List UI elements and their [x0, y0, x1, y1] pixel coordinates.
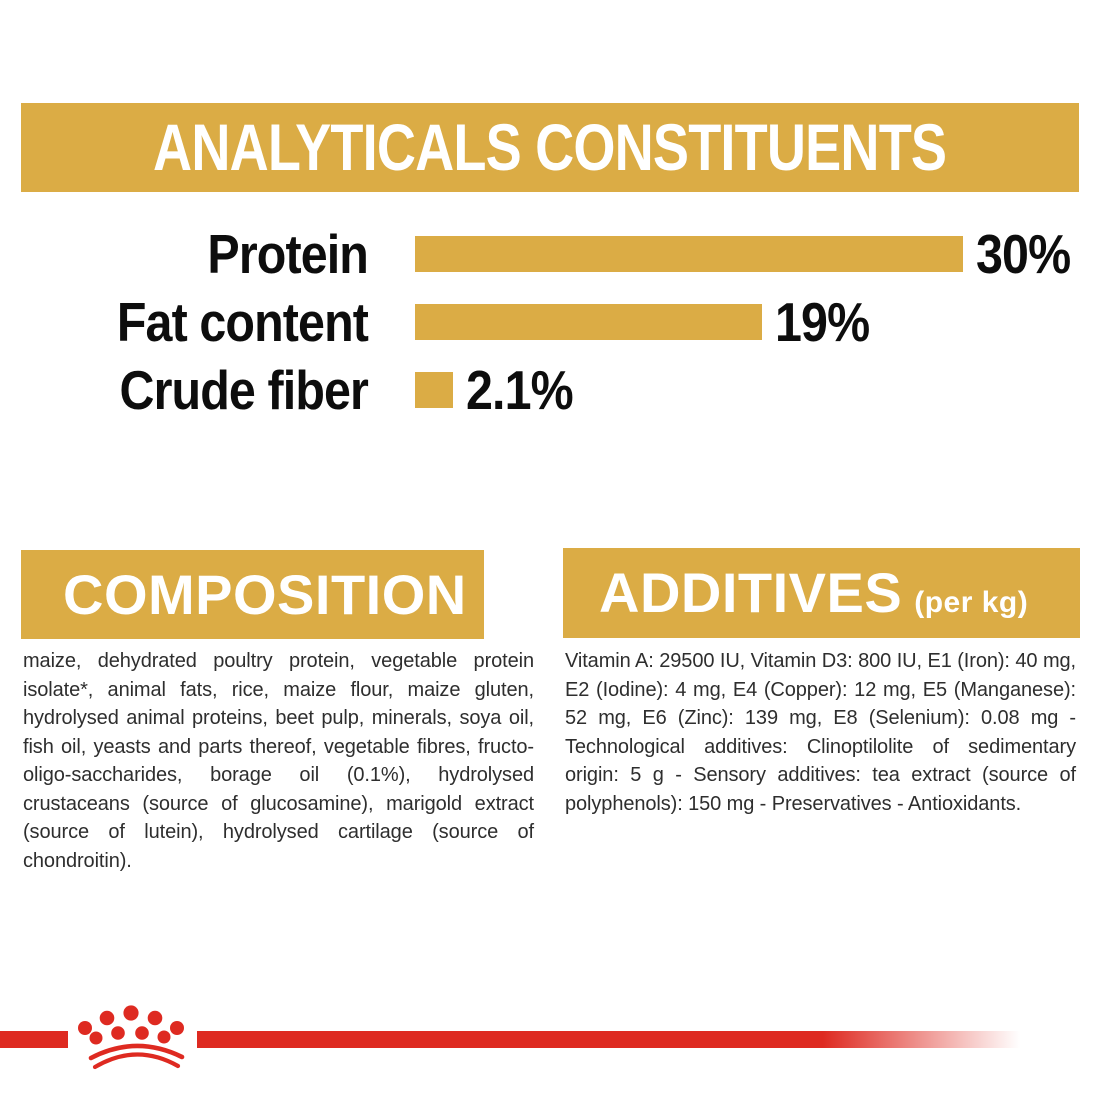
red-stripe-left-segment [0, 1031, 68, 1048]
additives-subtitle: (per kg) [914, 586, 1029, 619]
royal-canin-crown-icon [78, 1005, 185, 1070]
chart-row-protein: Protein 30% [0, 223, 1100, 285]
bar-label-fat-content: Fat content [116, 291, 369, 353]
bar-fat-content [415, 304, 762, 340]
additives-text: Vitamin A: 29500 IU, Vitamin D3: 800 IU,… [565, 650, 1076, 815]
bar-label-crude-fiber: Crude fiber [119, 359, 369, 421]
additives-header: ADDITIVES (per kg) [563, 548, 1080, 638]
red-stripe-fading [197, 1031, 1020, 1048]
chart-row-crude-fiber: Crude fiber 2.1% [0, 359, 1100, 421]
bar-protein [415, 236, 963, 272]
bar-crude-fiber [415, 372, 453, 408]
bar-value-protein: 30% [976, 223, 1071, 285]
composition-title: COMPOSITION [63, 563, 467, 626]
composition-text: maize, dehydrated poultry protein, veget… [23, 650, 534, 872]
analyticals-title: ANALYTICALS CONSTITUENTS [153, 110, 947, 184]
bar-value-fat-content: 19% [775, 291, 870, 353]
composition-header: COMPOSITION [21, 550, 484, 639]
chart-row-fat-content: Fat content 19% [0, 291, 1100, 353]
bar-label-protein: Protein [207, 223, 368, 285]
additives-title: ADDITIVES [599, 561, 903, 624]
analyticals-banner: ANALYTICALS CONSTITUENTS [21, 103, 1079, 192]
bar-value-crude-fiber: 2.1% [466, 359, 574, 421]
